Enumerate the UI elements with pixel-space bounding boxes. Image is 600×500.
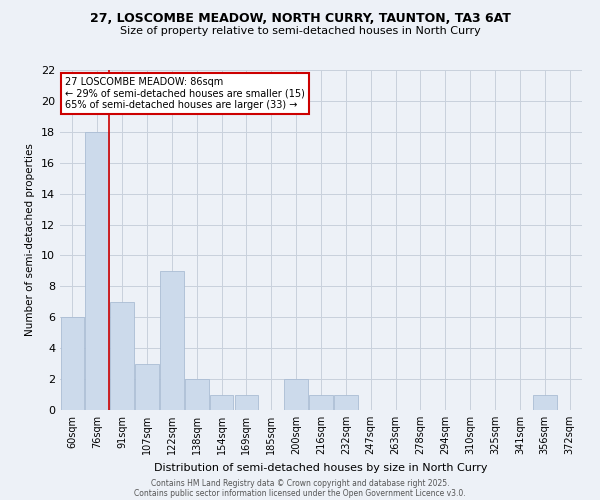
Bar <box>61 318 84 410</box>
Bar <box>334 394 358 410</box>
Bar <box>135 364 159 410</box>
Text: Contains public sector information licensed under the Open Government Licence v3: Contains public sector information licen… <box>134 488 466 498</box>
Bar <box>533 394 557 410</box>
Bar <box>284 379 308 410</box>
Bar <box>210 394 233 410</box>
Bar <box>110 302 134 410</box>
Text: 27, LOSCOMBE MEADOW, NORTH CURRY, TAUNTON, TA3 6AT: 27, LOSCOMBE MEADOW, NORTH CURRY, TAUNTO… <box>89 12 511 26</box>
Bar <box>309 394 333 410</box>
Text: 27 LOSCOMBE MEADOW: 86sqm
← 29% of semi-detached houses are smaller (15)
65% of : 27 LOSCOMBE MEADOW: 86sqm ← 29% of semi-… <box>65 77 305 110</box>
Text: Contains HM Land Registry data © Crown copyright and database right 2025.: Contains HM Land Registry data © Crown c… <box>151 478 449 488</box>
Bar <box>85 132 109 410</box>
Bar <box>185 379 209 410</box>
Bar <box>235 394 258 410</box>
X-axis label: Distribution of semi-detached houses by size in North Curry: Distribution of semi-detached houses by … <box>154 462 488 472</box>
Text: Size of property relative to semi-detached houses in North Curry: Size of property relative to semi-detach… <box>119 26 481 36</box>
Y-axis label: Number of semi-detached properties: Number of semi-detached properties <box>25 144 35 336</box>
Bar <box>160 271 184 410</box>
